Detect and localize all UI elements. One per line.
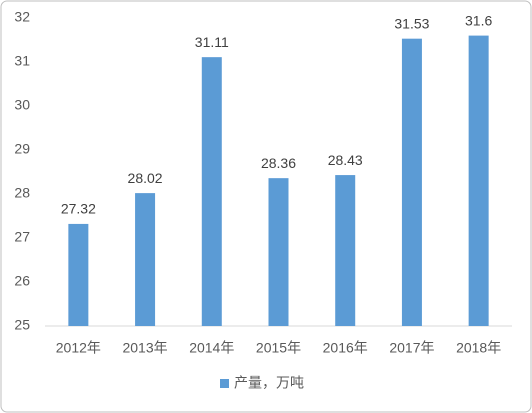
y-tick-label: 26 [14, 273, 30, 289]
y-tick-label: 27 [14, 229, 30, 245]
legend-label: 产量，万吨 [234, 375, 304, 391]
bar [468, 35, 489, 326]
x-tick-label: 2013年 [122, 340, 167, 356]
bar [201, 57, 222, 326]
bar [68, 223, 89, 326]
x-tick-label: 2012年 [56, 340, 101, 356]
bar [401, 38, 422, 327]
value-label: 27.32 [61, 201, 96, 217]
bar [135, 193, 156, 326]
value-label: 28.36 [261, 155, 296, 171]
x-tick-label: 2016年 [323, 340, 368, 356]
value-label: 28.43 [328, 152, 363, 168]
y-tick-label: 30 [14, 97, 30, 113]
y-tick-label: 25 [14, 317, 30, 333]
y-tick-label: 32 [14, 9, 30, 25]
x-tick-label: 2018年 [456, 340, 501, 356]
value-label: 31.53 [394, 15, 429, 31]
legend-swatch [220, 379, 229, 388]
value-label: 31.11 [195, 34, 229, 50]
x-tick-label: 2015年 [256, 340, 301, 356]
value-label: 31.6 [465, 12, 492, 28]
x-tick-label: 2017年 [389, 340, 434, 356]
value-label: 28.02 [128, 170, 163, 186]
y-tick-label: 28 [14, 185, 30, 201]
y-tick-label: 29 [14, 141, 30, 157]
x-tick-label: 2014年 [189, 340, 234, 356]
bar [268, 178, 289, 326]
y-tick-label: 31 [14, 53, 30, 69]
bar [335, 175, 356, 326]
